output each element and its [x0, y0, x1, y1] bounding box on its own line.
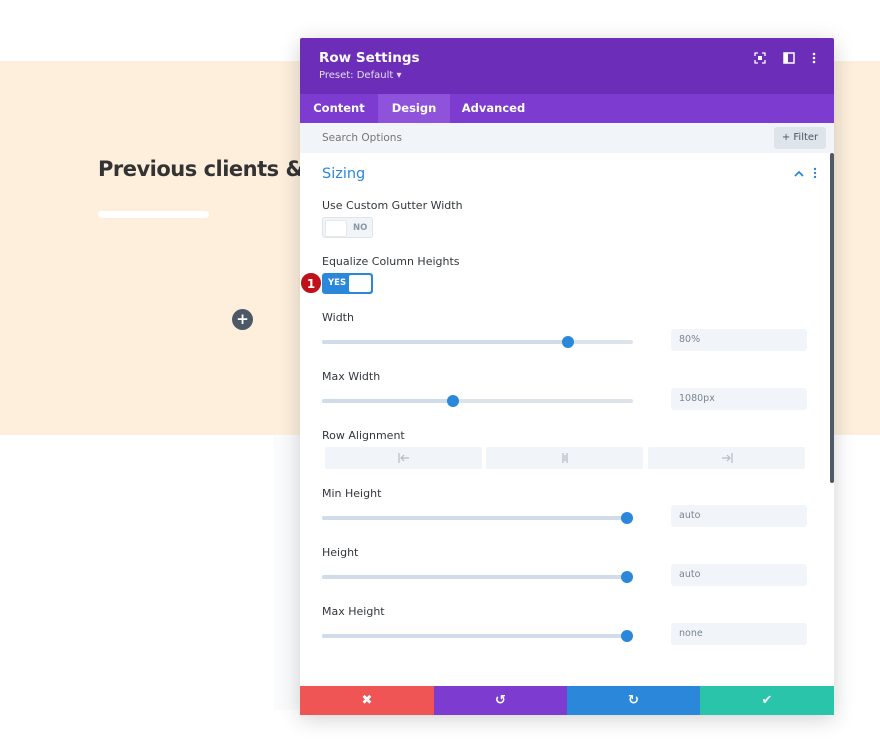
width-label: Width [322, 311, 354, 324]
tab-advanced[interactable]: Advanced [461, 101, 526, 115]
max-width-value-input[interactable]: 1080px [671, 388, 807, 410]
align-left-icon [397, 453, 409, 463]
align-right-icon [721, 453, 733, 463]
slider-thumb[interactable] [561, 336, 574, 348]
check-icon: ✔ [761, 693, 773, 708]
plus-icon: + [236, 310, 249, 328]
undo-icon: ↺ [495, 693, 506, 708]
section-title[interactable]: Sizing [322, 166, 366, 182]
toggle-state: NO [353, 223, 368, 233]
filter-button[interactable]: + Filter [774, 127, 826, 149]
more-options-icon[interactable] [807, 52, 821, 66]
slider-thumb[interactable] [446, 395, 459, 407]
min-height-value-input[interactable]: auto [671, 505, 807, 527]
more-vertical-icon[interactable] [813, 167, 817, 182]
toggle-knob [325, 220, 347, 237]
width-value-input[interactable]: 80% [671, 329, 807, 351]
max-width-slider[interactable] [322, 395, 633, 407]
slider-thumb[interactable] [620, 630, 633, 642]
search-input[interactable] [322, 123, 622, 153]
tab-design[interactable]: Design [378, 94, 450, 123]
page-column [274, 435, 300, 710]
toggle-knob [349, 275, 371, 292]
equalize-heights-toggle[interactable]: YES [322, 273, 373, 294]
max-width-label: Max Width [322, 370, 381, 383]
align-right-button[interactable] [648, 447, 805, 469]
heading-divider [98, 211, 209, 218]
modal-footer: ✖ ↺ ↻ ✔ [300, 686, 834, 715]
redo-button[interactable]: ↻ [567, 686, 700, 715]
height-label: Height [322, 546, 359, 559]
discard-button[interactable]: ✖ [300, 686, 434, 715]
slider-fill [322, 634, 627, 638]
max-height-label: Max Height [322, 605, 385, 618]
preset-selector[interactable]: Preset: Default ▾ [319, 70, 402, 81]
tab-content[interactable]: Content [313, 101, 365, 115]
height-slider[interactable] [322, 571, 633, 583]
row-settings-modal: Row Settings Preset: Default ▾ Content D… [300, 38, 834, 715]
align-center-button[interactable] [486, 447, 643, 469]
search-bar: + Filter [300, 123, 834, 153]
width-slider[interactable] [322, 336, 633, 348]
close-icon: ✖ [361, 693, 373, 708]
undo-button[interactable]: ↺ [434, 686, 567, 715]
max-height-value-input[interactable]: none [671, 623, 807, 645]
row-alignment-label: Row Alignment [322, 429, 405, 442]
chevron-up-icon[interactable] [794, 168, 804, 181]
toggle-state: YES [328, 278, 347, 288]
slider-fill [322, 340, 568, 344]
step-badge: 1 [300, 272, 322, 294]
gutter-width-label: Use Custom Gutter Width [322, 199, 463, 212]
align-left-button[interactable] [325, 447, 482, 469]
max-height-slider[interactable] [322, 630, 633, 642]
settings-tabs: Content Design Advanced [300, 94, 834, 123]
slider-fill [322, 516, 627, 520]
slider-fill [322, 575, 627, 579]
scrollbar[interactable] [830, 153, 834, 483]
save-button[interactable]: ✔ [700, 686, 834, 715]
align-center-icon [561, 453, 568, 463]
split-view-icon[interactable] [782, 52, 796, 66]
min-height-slider[interactable] [322, 512, 633, 524]
redo-icon: ↻ [628, 693, 639, 708]
height-value-input[interactable]: auto [671, 564, 807, 586]
slider-fill [322, 399, 453, 403]
focus-icon[interactable] [753, 52, 767, 66]
gutter-width-toggle[interactable]: NO [322, 217, 373, 238]
add-module-button[interactable]: + [232, 309, 253, 330]
min-height-label: Min Height [322, 487, 382, 500]
slider-thumb[interactable] [620, 571, 633, 583]
slider-thumb[interactable] [620, 512, 633, 524]
modal-header: Row Settings Preset: Default ▾ [300, 38, 834, 94]
equalize-heights-label: Equalize Column Heights [322, 255, 460, 268]
page-heading: Previous clients & t [98, 157, 320, 181]
modal-title: Row Settings [319, 50, 420, 66]
